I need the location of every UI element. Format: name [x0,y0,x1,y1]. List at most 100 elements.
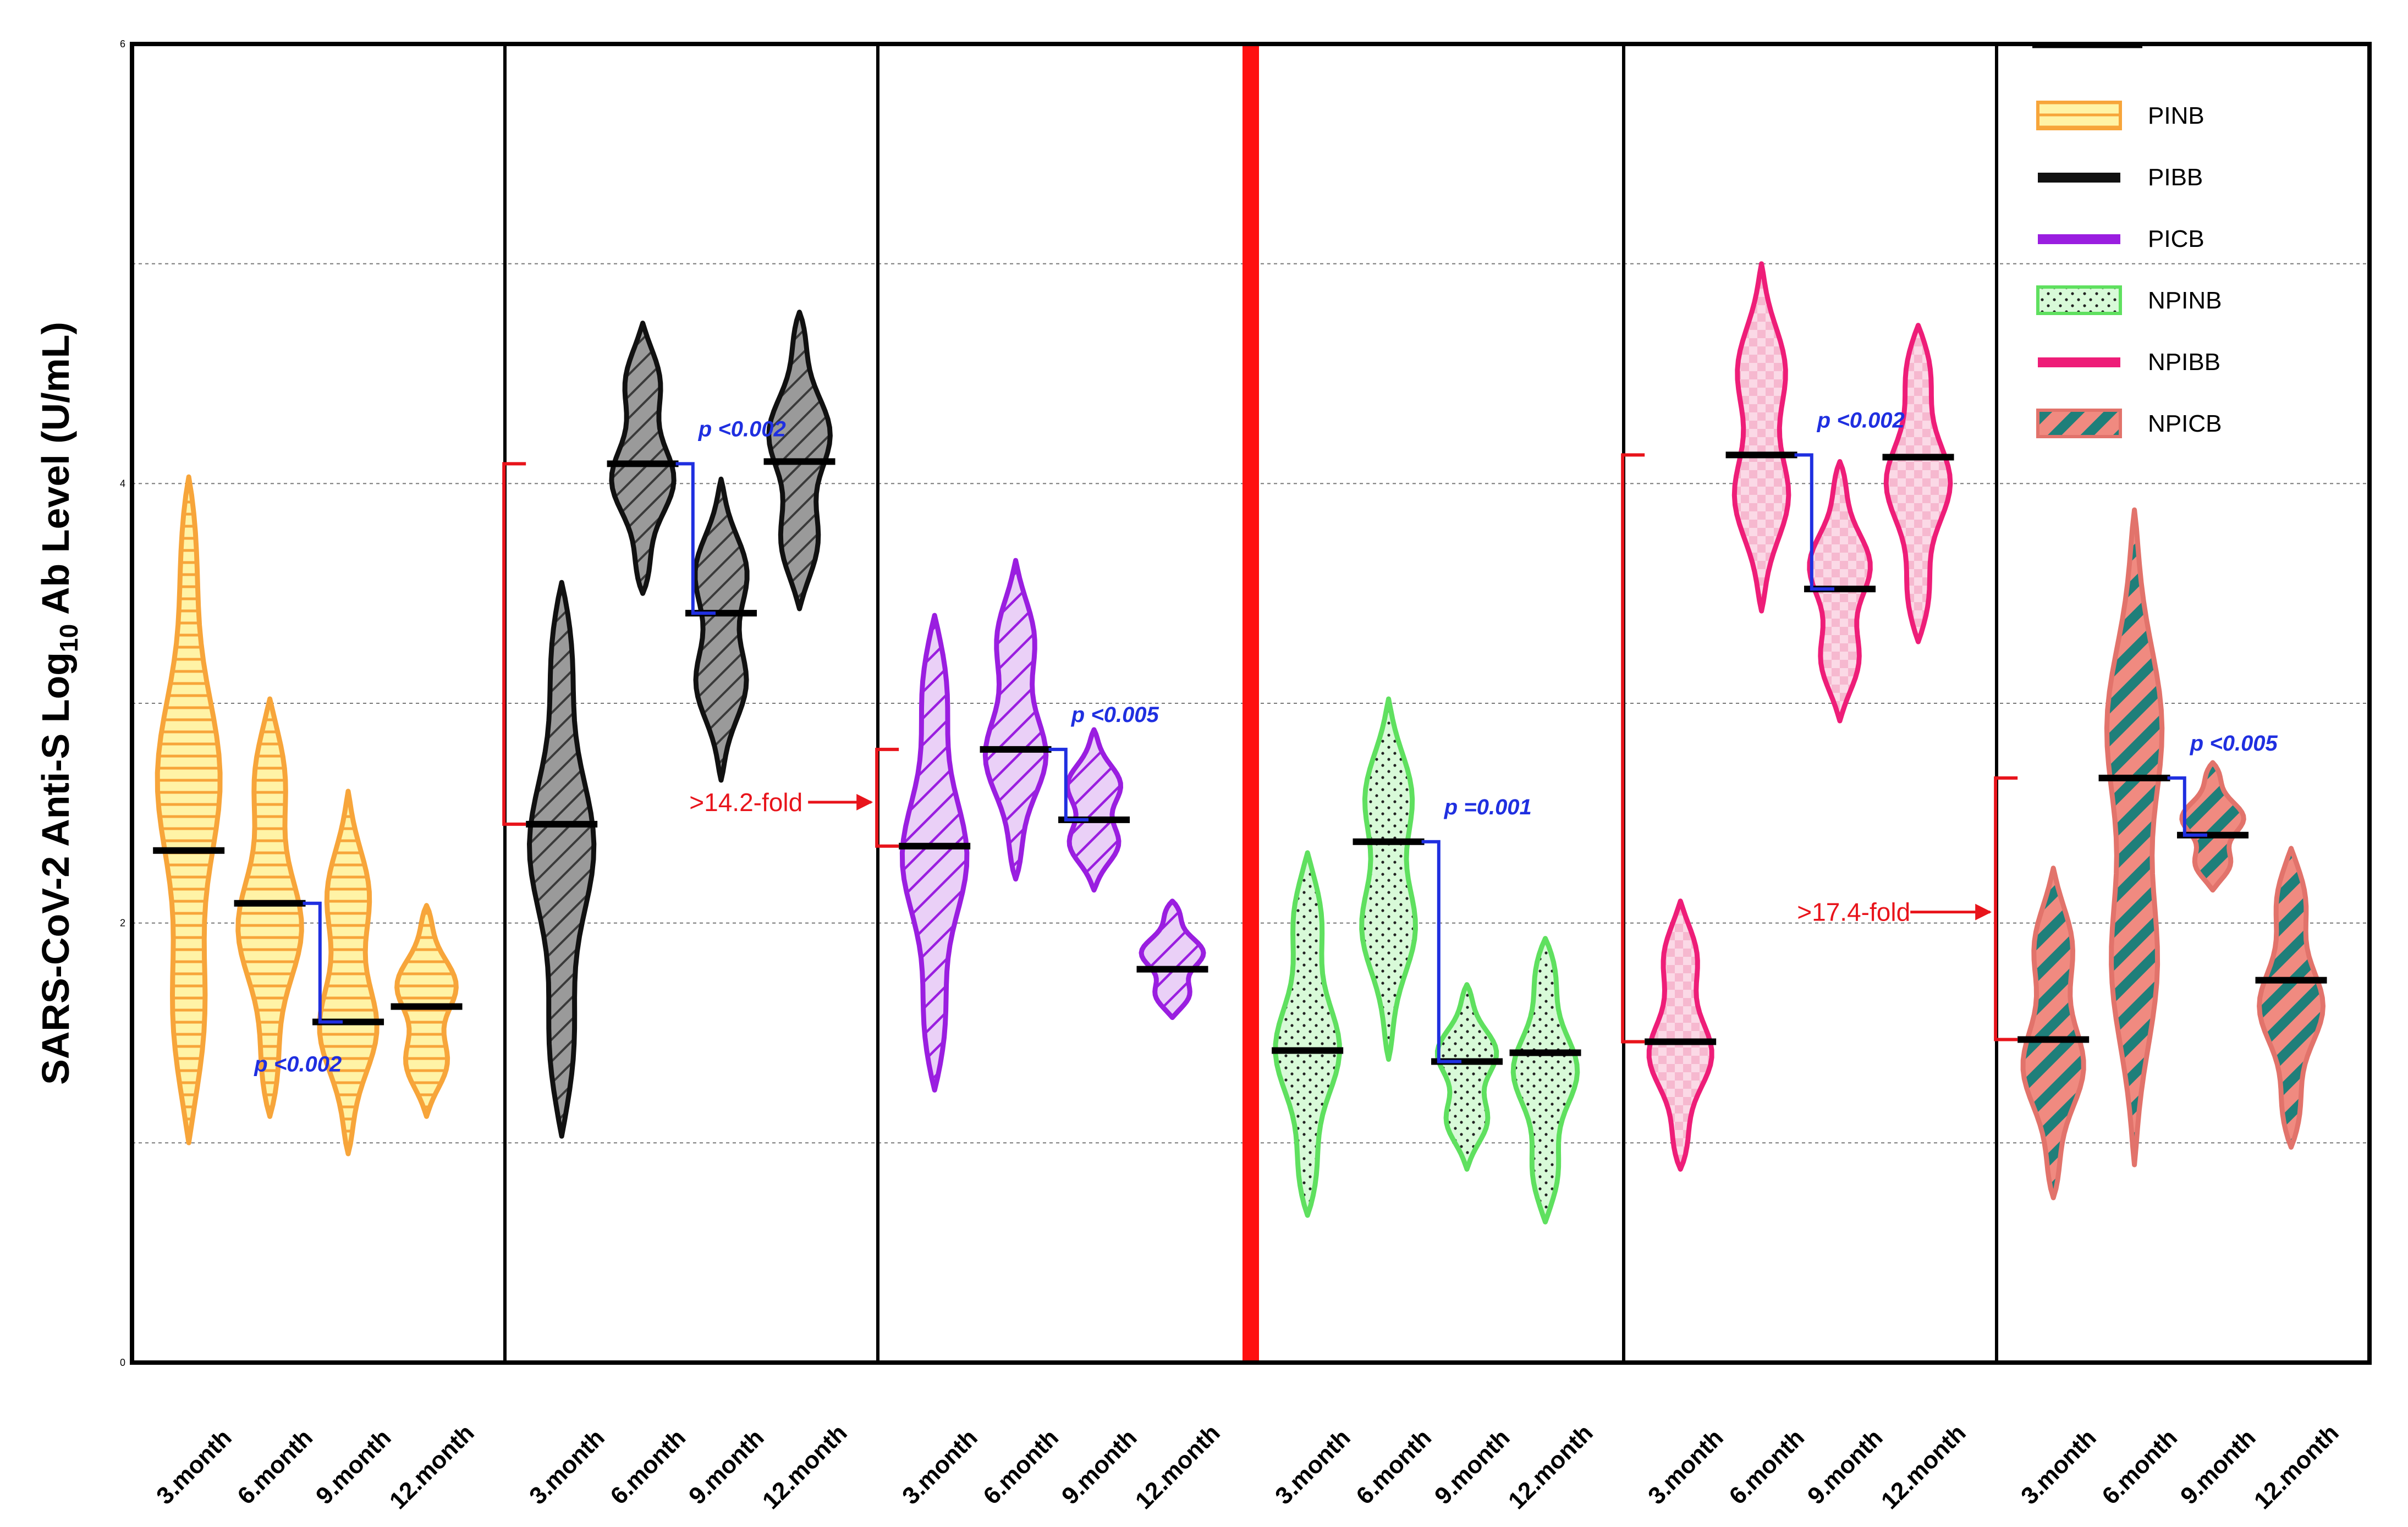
violin-npicb-6.month [2104,507,2165,1167]
x-tick-label: 3.month [1643,1424,1729,1510]
y-tick-label: 6 [120,38,125,49]
legend-label: NPINB [2148,287,2222,314]
x-tick-label: 6.month [1724,1424,1810,1510]
pvalue-bracket [1794,453,1835,591]
legend-item-pibb: PIBB [2038,164,2203,191]
violin-pibb-6.month [609,321,677,596]
legend-label: NPICB [2148,410,2222,437]
series-npicb [2017,507,2327,1200]
y-axis-ticks: 0 2 4 6 [120,38,125,1368]
fold-bracket [1621,453,1645,1044]
violin-npicb-9.month [2179,760,2246,893]
x-tick-label: 6.month [605,1424,691,1510]
x-tick-label: 12.month [1876,1419,1971,1514]
pvalue-bracket [1421,840,1462,1063]
pvalue-label: p <0.005 [2190,731,2278,756]
x-tick-label: 9.month [1430,1424,1515,1510]
x-tick-label: 12.month [2249,1419,2344,1514]
x-tick-label: 12.month [757,1419,853,1514]
legend-swatch [2038,357,2120,367]
pvalue-bracket [303,901,343,1024]
legend-item-npicb: NPICB [2036,409,2222,438]
violin-pinb-12.month [394,903,459,1119]
x-tick-label: 3.month [151,1424,237,1510]
y-tick-label: 2 [120,918,125,929]
x-tick-label: 3.month [897,1424,983,1510]
annotations: p <0.002 p <0.002 p <0.005 p =0.001 p <0.002… [254,408,2278,1076]
legend: PINB PIBB PICB NPINB NPIBB NPICB [2032,45,2222,438]
violin-pibb-9.month [692,476,750,783]
violin-picb-12.month [1139,898,1206,1020]
x-tick-label: 3.month [2016,1424,2102,1510]
legend-item-pinb: PINB [2036,101,2204,130]
violin-picb-3.month [899,613,970,1093]
violin-npibb-3.month [1646,898,1714,1172]
legend-swatch [2036,101,2122,130]
x-tick-label: 6.month [978,1424,1064,1510]
pvalue-bracket [675,462,716,615]
violin-pinb-6.month [235,696,304,1119]
fold-bracket [1994,776,2018,1041]
fold-bracket [875,747,899,848]
violin-npinb-3.month [1273,850,1342,1218]
legend-label: PINB [2148,102,2204,129]
legend-swatch [2038,173,2120,183]
violin-picb-9.month [1065,727,1123,893]
x-tick-label: 9.month [2175,1424,2261,1510]
violin-npicb-12.month [2257,846,2325,1150]
legend-item-picb: PICB [2038,225,2204,252]
x-tick-label: 3.month [1270,1424,1356,1510]
x-tick-label: 9.month [1802,1424,1888,1510]
fold-label: >17.4-fold [1797,898,1910,927]
violin-pibb-3.month [527,580,597,1139]
x-tick-label: 12.month [1503,1419,1598,1514]
x-tick-label: 9.month [311,1424,397,1510]
series-pibb [526,310,835,1139]
fold-label: >14.2-fold [689,788,802,817]
pvalue-label: p <0.002 [698,417,786,441]
pvalue-bracket [1048,747,1089,822]
pvalue-label: p =0.001 [1444,795,1532,819]
pvalue-label: p <0.002 [1817,408,1905,432]
series-npinb [1272,696,1581,1225]
violin-npibb-12.month [1883,323,1953,644]
y-tick-label: 4 [120,478,125,489]
series-npibb [1645,261,1954,1172]
violin-npinb-9.month [1434,982,1499,1172]
legend-swatch [2036,285,2122,315]
series-pinb [153,474,463,1156]
legend-item-npinb: NPINB [2036,285,2222,315]
series-picb [899,558,1208,1093]
y-axis-label: SARS-CoV-2 Anti-S Log10 Ab Level (U/mL) [34,322,83,1085]
violin-pinb-9.month [317,789,380,1156]
plot-frame [130,42,2372,1365]
violin-npinb-12.month [1510,936,1580,1225]
group-divider-red [1243,44,1259,1363]
x-tick-label: 9.month [684,1424,769,1510]
legend-item-npibb: NPIBB [2038,349,2220,376]
violin-npibb-6.month [1731,261,1791,614]
x-tick-label: 9.month [1057,1424,1142,1510]
violin-npinb-6.month [1359,696,1418,1062]
y-tick-label: 0 [120,1357,125,1368]
violin-picb-6.month [982,558,1049,882]
x-tick-label: 6.month [1351,1424,1437,1510]
pvalue-label: p <0.005 [1071,703,1159,727]
x-tick-label: 12.month [384,1419,480,1514]
legend-label: PIBB [2148,164,2203,191]
x-tick-label: 6.month [2097,1424,2182,1510]
violin-npicb-3.month [2020,866,2086,1200]
legend-swatch [2036,409,2122,438]
legend-label: NPIBB [2148,349,2220,376]
violins [153,261,2327,1225]
x-tick-label: 3.month [524,1424,610,1510]
pvalue-bracket [2167,776,2208,837]
legend-swatch [2038,234,2120,244]
x-tick-label: 6.month [232,1424,318,1510]
violin-pinb-3.month [155,474,223,1145]
x-tick-label: 12.month [1130,1419,1225,1514]
legend-label: PICB [2148,225,2204,252]
fold-bracket [502,462,526,826]
